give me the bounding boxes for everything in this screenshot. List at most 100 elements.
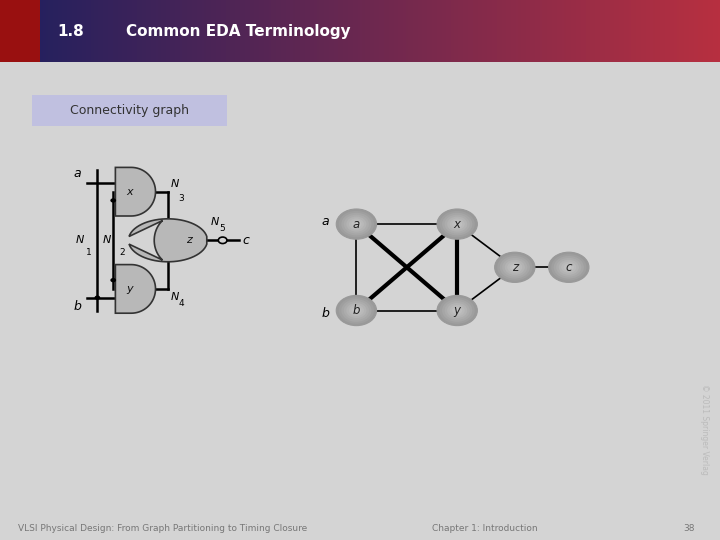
Circle shape	[444, 215, 470, 233]
Bar	[194, 0, 198, 62]
Bar	[655, 0, 659, 62]
Circle shape	[455, 309, 460, 312]
Circle shape	[513, 266, 517, 269]
Bar	[549, 0, 554, 62]
Circle shape	[439, 211, 475, 238]
Bar	[405, 0, 410, 62]
Bar	[346, 0, 349, 62]
Circle shape	[346, 303, 366, 318]
Bar	[355, 0, 359, 62]
Bar	[233, 0, 237, 62]
Bar	[72, 0, 76, 62]
Bar	[41, 0, 45, 62]
Bar	[670, 0, 673, 62]
Bar	[535, 0, 539, 62]
Bar	[45, 0, 50, 62]
Bar	[32, 95, 227, 126]
Text: 5: 5	[220, 224, 225, 233]
Bar	[225, 0, 230, 62]
Bar	[312, 0, 316, 62]
Bar	[475, 0, 479, 62]
Bar	[463, 0, 467, 62]
Bar	[243, 0, 246, 62]
Bar	[310, 0, 313, 62]
Bar	[646, 0, 649, 62]
Bar	[533, 0, 536, 62]
Bar	[89, 0, 93, 62]
Circle shape	[449, 218, 465, 230]
Bar	[38, 0, 42, 62]
Bar	[408, 0, 412, 62]
Bar	[2, 0, 6, 62]
Circle shape	[505, 260, 525, 275]
Circle shape	[110, 198, 116, 202]
Bar	[487, 0, 491, 62]
Bar	[214, 0, 217, 62]
Bar	[684, 0, 688, 62]
Bar	[58, 0, 61, 62]
Circle shape	[354, 222, 359, 226]
Bar	[369, 0, 374, 62]
Circle shape	[341, 299, 372, 322]
Bar	[271, 0, 275, 62]
Bar	[444, 0, 448, 62]
Bar	[511, 0, 515, 62]
Bar	[14, 0, 18, 62]
Bar	[101, 0, 104, 62]
Text: z: z	[512, 261, 518, 274]
Bar	[211, 0, 215, 62]
Bar	[672, 0, 676, 62]
Bar	[389, 0, 392, 62]
Bar	[245, 0, 248, 62]
Circle shape	[557, 258, 582, 276]
Bar	[290, 0, 294, 62]
Bar	[504, 0, 508, 62]
Bar	[679, 0, 683, 62]
Bar	[353, 0, 356, 62]
Bar	[581, 0, 585, 62]
Text: y: y	[126, 284, 133, 294]
Circle shape	[559, 260, 579, 275]
Bar	[713, 0, 716, 62]
Bar	[166, 0, 169, 62]
Text: 38: 38	[683, 524, 695, 532]
Bar	[590, 0, 594, 62]
Bar	[43, 0, 47, 62]
Bar	[639, 0, 642, 62]
Bar	[387, 0, 390, 62]
Text: N: N	[103, 235, 111, 245]
Bar	[338, 0, 342, 62]
Bar	[178, 0, 181, 62]
Bar	[103, 0, 107, 62]
Circle shape	[562, 261, 577, 273]
Bar	[653, 0, 657, 62]
Bar	[614, 0, 618, 62]
Bar	[34, 0, 37, 62]
Bar	[257, 0, 261, 62]
Circle shape	[351, 307, 361, 314]
Bar	[711, 0, 714, 62]
Bar	[151, 0, 155, 62]
Text: y: y	[454, 304, 461, 317]
Bar	[315, 0, 318, 62]
Bar	[624, 0, 628, 62]
Bar	[600, 0, 604, 62]
Text: a: a	[353, 218, 360, 231]
Bar	[27, 0, 30, 62]
Bar	[715, 0, 719, 62]
Text: a: a	[321, 215, 329, 228]
Bar	[207, 0, 210, 62]
Circle shape	[339, 211, 374, 238]
Bar	[502, 0, 505, 62]
Bar	[482, 0, 486, 62]
Bar	[5, 0, 9, 62]
Bar	[427, 0, 431, 62]
Bar	[135, 0, 138, 62]
Circle shape	[344, 215, 369, 233]
Bar	[518, 0, 522, 62]
Bar	[706, 0, 709, 62]
Bar	[216, 0, 220, 62]
Bar	[598, 0, 601, 62]
Bar	[266, 0, 270, 62]
Bar	[204, 0, 208, 62]
